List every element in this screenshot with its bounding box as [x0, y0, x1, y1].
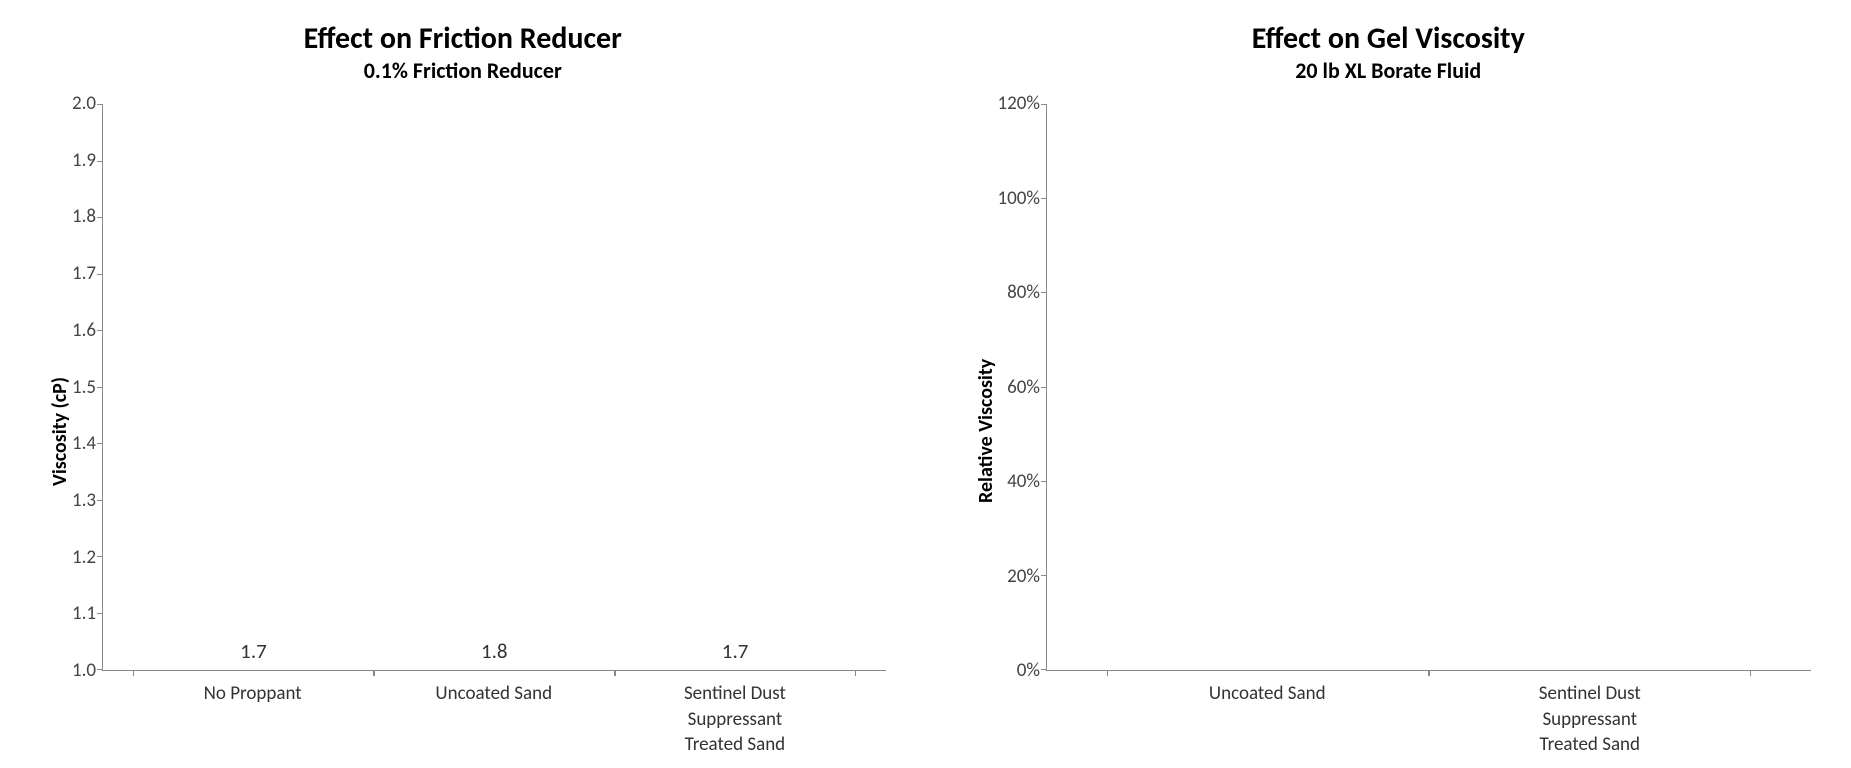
right-xlabels-row: 000% Uncoated SandSentinel Dust Suppress… [998, 671, 1812, 758]
left-x-labels: No ProppantUncoated SandSentinel Dust Su… [102, 671, 885, 758]
bar-wrap: 1.7 [615, 638, 856, 670]
right-plot-row: 120%100%80%60%40%20%0% [998, 104, 1812, 671]
right-chart-subtitle: 20 lb XL Borate Fluid [1295, 57, 1481, 84]
right-y-ticks: 120%100%80%60%40%20%0% [998, 104, 1046, 671]
left-y-axis-label: Viscosity (cP) [40, 104, 72, 758]
x-axis-label: Sentinel Dust Suppressant Treated Sand [1429, 681, 1752, 758]
bar-value-label: 1.8 [481, 638, 508, 664]
bar-value-label: 1.7 [240, 638, 267, 664]
left-xlabels-row: 0.0 No ProppantUncoated SandSentinel Dus… [72, 671, 886, 758]
charts-container: Effect on Friction Reducer 0.1% Friction… [0, 0, 1851, 768]
left-chart-body: Viscosity (cP) 2.01.91.81.71.61.51.41.31… [40, 104, 886, 758]
right-x-labels: Uncoated SandSentinel Dust Suppressant T… [1046, 671, 1811, 758]
right-y-axis-label: Relative Viscosity [966, 104, 998, 758]
x-axis-label: No Proppant [132, 681, 373, 758]
bar-value-label: 1.7 [722, 638, 749, 664]
x-axis-label: Sentinel Dust Suppressant Treated Sand [614, 681, 855, 758]
right-chart-body: Relative Viscosity 120%100%80%60%40%20%0… [966, 104, 1812, 758]
right-plot-area [1046, 104, 1811, 671]
right-tickmarks [1041, 104, 1047, 670]
x-axis-label: Uncoated Sand [1106, 681, 1429, 758]
x-axis-label: Uncoated Sand [373, 681, 614, 758]
right-bottom-tickmarks [1047, 670, 1811, 676]
left-plot-area: 1.7 1.8 1.7 [102, 104, 885, 671]
bar-wrap: 1.7 [133, 638, 374, 670]
left-chart-subtitle: 0.1% Friction Reducer [364, 57, 562, 84]
left-chart-panel: Effect on Friction Reducer 0.1% Friction… [0, 0, 926, 768]
bar-wrap: 1.8 [374, 638, 615, 670]
left-tickmarks [97, 104, 103, 670]
right-plot-column: 120%100%80%60%40%20%0% 000% Uncoated San… [998, 104, 1812, 758]
left-bottom-tickmarks [103, 670, 885, 676]
left-chart-title: Effect on Friction Reducer [304, 20, 622, 57]
left-plot-row: 2.01.91.81.71.61.51.41.31.21.11.0 1.71.8… [72, 104, 886, 671]
right-chart-panel: Effect on Gel Viscosity 20 lb XL Borate … [926, 0, 1851, 768]
right-chart-title: Effect on Gel Viscosity [1252, 20, 1525, 57]
left-plot-column: 2.01.91.81.71.61.51.41.31.21.11.0 1.71.8… [72, 104, 886, 758]
